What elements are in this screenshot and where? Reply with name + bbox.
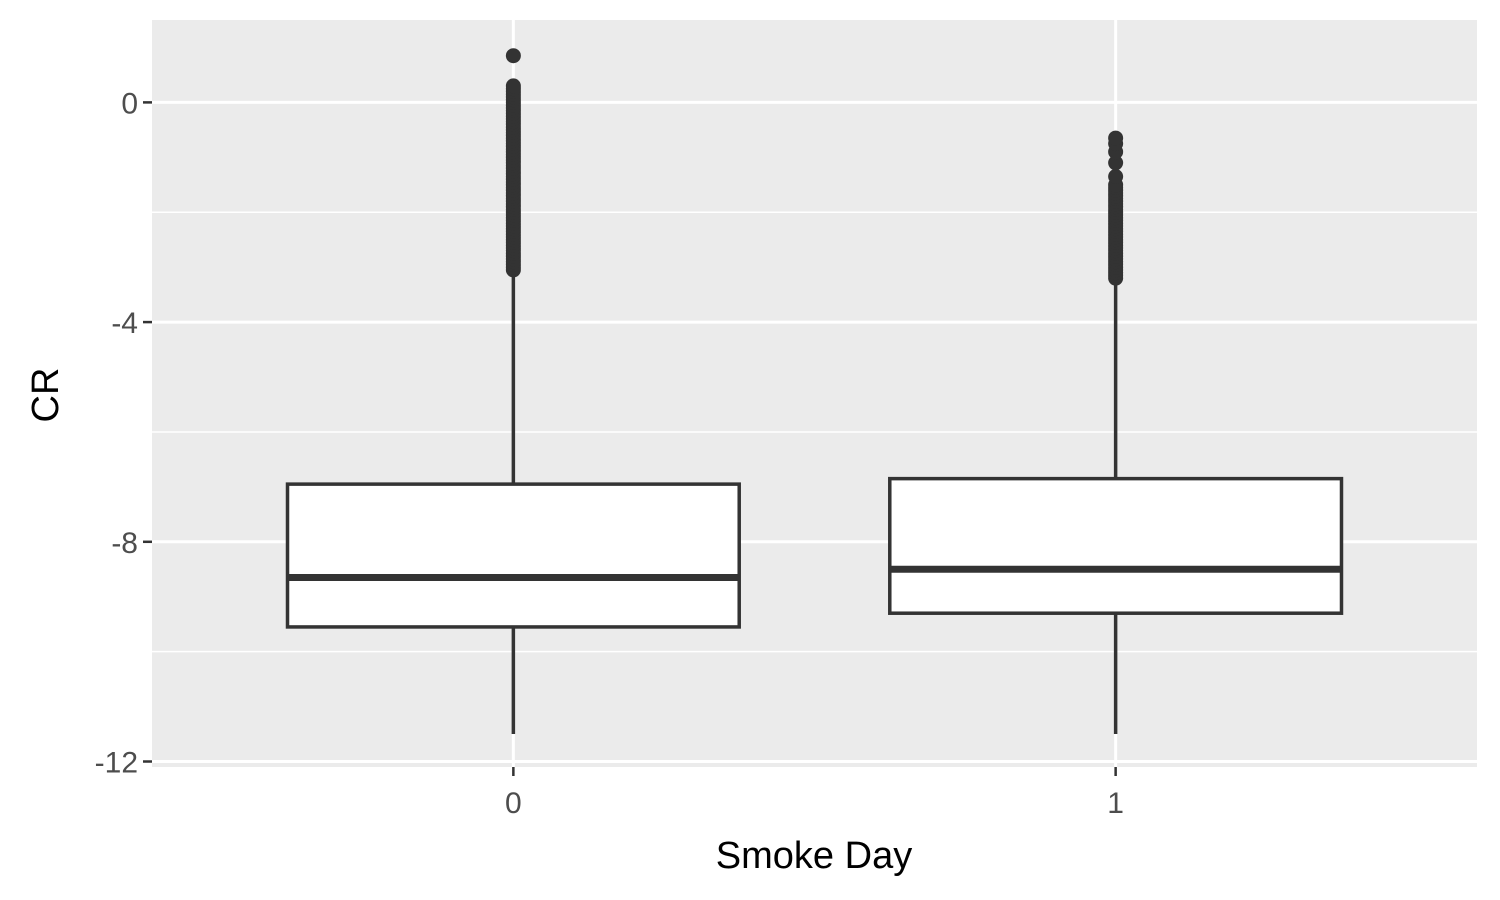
- x-tick-label: 0: [505, 787, 522, 820]
- y-axis-title: CR: [25, 368, 67, 423]
- y-tick-label: -8: [111, 527, 138, 560]
- outlier-point: [1108, 155, 1124, 171]
- box-group-1: [888, 130, 1344, 735]
- x-axis-title: Smoke Day: [716, 835, 912, 877]
- outlier-point: [1108, 130, 1124, 146]
- x-tick-label: 1: [1107, 787, 1124, 820]
- y-tick-label: -4: [111, 307, 138, 340]
- y-tick-label: -12: [95, 747, 138, 780]
- y-tick-label: 0: [121, 87, 138, 120]
- box-group-0: [285, 48, 741, 735]
- outlier-point: [505, 78, 521, 94]
- y-axis-ticks: 0 -4 -8 -12: [95, 87, 152, 780]
- outlier-point: [1108, 169, 1124, 185]
- plot-panel: [152, 20, 1477, 767]
- box-iqr: [285, 482, 741, 629]
- outlier-point: [505, 48, 521, 64]
- boxes: [285, 48, 1344, 735]
- box-iqr: [888, 476, 1344, 615]
